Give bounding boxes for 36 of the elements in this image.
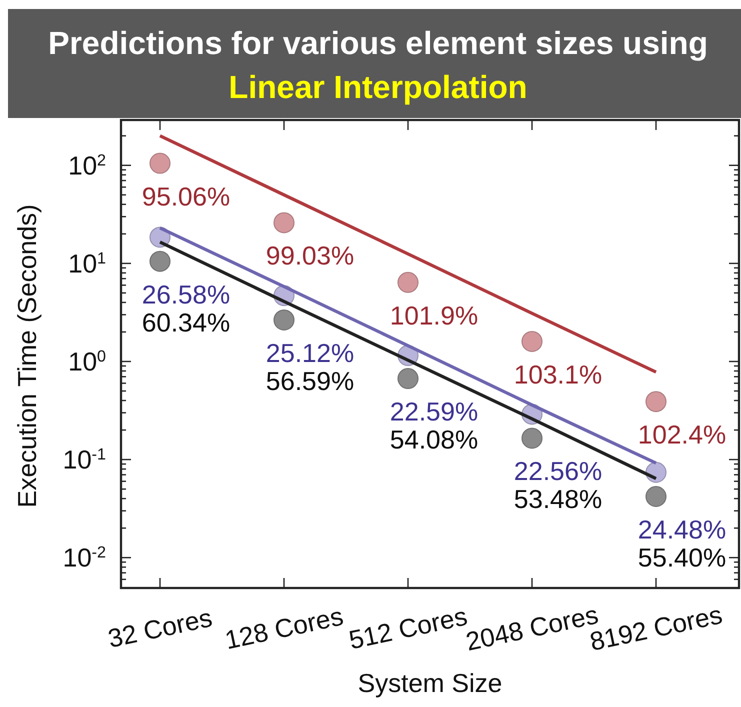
point <box>398 368 418 390</box>
y-tick-label: 10$^{0}$ <box>68 346 106 376</box>
y-tick-label: 10$^{1}$ <box>68 248 106 278</box>
annotation: 99.03% <box>266 240 354 271</box>
point <box>522 428 542 449</box>
annotation: 25.12% <box>266 338 354 368</box>
point <box>646 486 666 507</box>
x-axis-title: System Size <box>358 668 502 698</box>
annotation: 103.1% <box>514 359 602 390</box>
chart-subtitle: Linear Interpolation <box>228 69 528 105</box>
point <box>522 330 542 352</box>
point <box>646 391 666 412</box>
annotation: 60.34% <box>142 307 230 338</box>
y-tick-label: 10$^{-2}$ <box>62 542 106 573</box>
annotation: 56.59% <box>266 366 354 396</box>
annotation: 102.4% <box>638 420 726 450</box>
annotation: 22.56% <box>514 456 602 486</box>
point <box>274 212 294 234</box>
x-tick-label: 128 Cores <box>222 600 346 656</box>
annotation: 55.40% <box>638 542 726 572</box>
annotation: 22.59% <box>390 396 478 427</box>
point <box>398 272 418 293</box>
y-tick-label: 10$^{2}$ <box>68 150 106 180</box>
annotation: 26.58% <box>142 279 230 310</box>
annotation: 53.48% <box>514 484 602 514</box>
annotation: 24.48% <box>638 514 726 544</box>
annotation: 54.08% <box>390 424 478 455</box>
point <box>150 250 170 272</box>
x-tick-label: 32 Cores <box>105 602 215 654</box>
annotation: 95.06% <box>142 181 230 212</box>
point <box>150 152 170 174</box>
annotation: 101.9% <box>390 300 478 330</box>
y-tick-label: 10$^{-1}$ <box>62 444 106 475</box>
y-axis-title: Execution Time (Seconds) <box>12 204 42 508</box>
chart-title: Predictions for various element sizes using <box>48 25 708 61</box>
point <box>274 309 294 330</box>
